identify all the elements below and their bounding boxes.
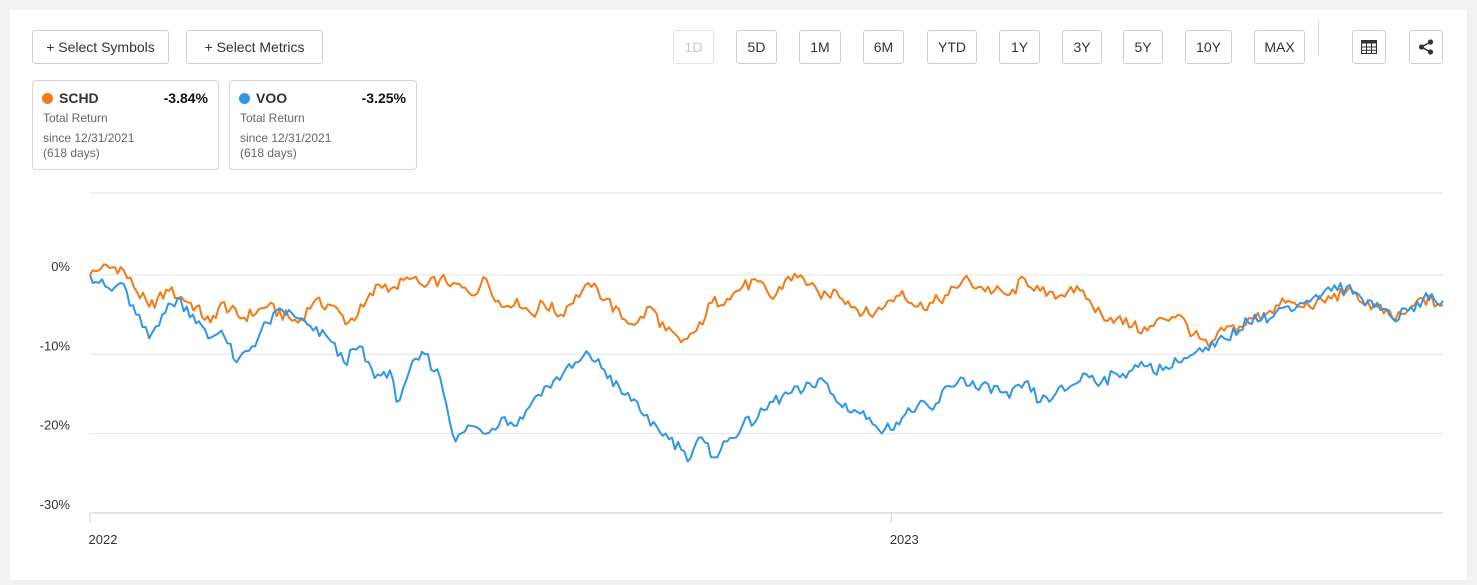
y-tick-label: 0% — [51, 259, 70, 274]
voo-return-value: -3.25% — [361, 90, 406, 106]
range-button-6m[interactable]: 6M — [863, 30, 904, 64]
select-metrics-button[interactable]: + Select Metrics — [186, 30, 323, 64]
voo-metric-label: Total Return — [240, 111, 305, 125]
voo-since-date: since 12/31/2021 — [240, 131, 332, 145]
x-tick-label: 2023 — [890, 532, 919, 547]
voo-days-count: (618 days) — [240, 146, 297, 160]
voo-symbol: VOO — [256, 90, 288, 106]
share-icon — [1418, 39, 1434, 55]
range-button-ytd[interactable]: YTD — [927, 30, 977, 64]
series-line-schd — [89, 263, 1444, 348]
range-button-1m[interactable]: 1M — [799, 30, 841, 64]
schd-color-dot — [42, 93, 53, 104]
table-icon — [1361, 40, 1377, 54]
toolbar-divider — [1318, 20, 1319, 56]
schd-days-count: (618 days) — [43, 146, 100, 160]
schd-metric-label: Total Return — [43, 111, 108, 125]
legend-card-voo[interactable]: VOO -3.25% Total Return since 12/31/2021… — [229, 80, 417, 170]
schd-return-value: -3.84% — [163, 90, 208, 106]
range-button-5y[interactable]: 5Y — [1123, 30, 1163, 64]
schd-symbol: SCHD — [59, 90, 99, 106]
legend-card-schd[interactable]: SCHD -3.84% Total Return since 12/31/202… — [32, 80, 219, 170]
share-button[interactable] — [1409, 30, 1443, 64]
range-button-1y[interactable]: 1Y — [999, 30, 1040, 64]
y-tick-label: -10% — [40, 338, 71, 353]
range-button-1d[interactable]: 1D — [673, 30, 714, 64]
range-button-5d[interactable]: 5D — [736, 30, 777, 64]
select-symbols-button[interactable]: + Select Symbols — [32, 30, 169, 64]
y-tick-label: -30% — [40, 497, 71, 512]
voo-color-dot — [239, 93, 250, 104]
schd-since-date: since 12/31/2021 — [43, 131, 135, 145]
x-tick-label: 2022 — [89, 532, 118, 547]
table-view-button[interactable] — [1352, 30, 1386, 64]
range-button-max[interactable]: MAX — [1254, 30, 1305, 64]
series-line-voo — [89, 274, 1444, 463]
y-tick-label: -20% — [40, 418, 71, 433]
range-button-10y[interactable]: 10Y — [1185, 30, 1232, 64]
range-button-3y[interactable]: 3Y — [1062, 30, 1102, 64]
